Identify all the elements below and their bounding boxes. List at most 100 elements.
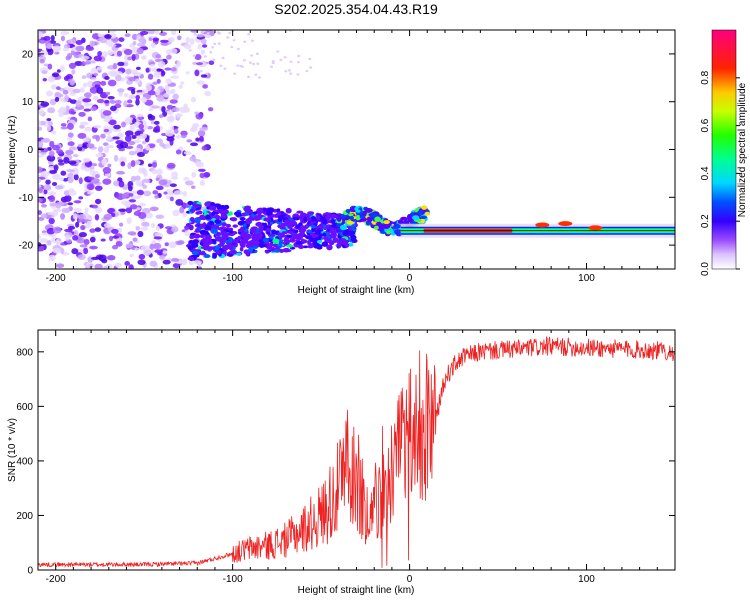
noise-blob [113, 70, 123, 75]
noise-blob [156, 68, 162, 72]
band-blob [187, 200, 194, 205]
noise-blob [107, 96, 115, 100]
noise-blob [103, 146, 110, 153]
noise-blob [86, 103, 94, 107]
noise-blob [53, 164, 59, 171]
noise-blob [172, 209, 180, 217]
noise-blob [134, 78, 141, 84]
noise-blob [38, 210, 42, 215]
noise-blob [166, 162, 176, 169]
noise-blob [131, 33, 138, 41]
band-blob [264, 217, 270, 221]
band-blob [316, 214, 321, 221]
noise-blob [38, 246, 43, 252]
noise-blob [79, 87, 85, 93]
noise-blob [191, 185, 196, 189]
band-blob [417, 210, 424, 215]
band-blob [307, 211, 315, 215]
band-blob [189, 234, 195, 239]
noise-blob [153, 242, 162, 250]
band-blob [355, 214, 361, 221]
noise-blob [83, 238, 90, 246]
noise-blob [170, 258, 180, 262]
noise-blob [67, 225, 76, 230]
spec-x-tick-label: 0 [407, 273, 413, 284]
noise-blob [230, 45, 234, 49]
band-blob [316, 239, 323, 244]
noise-blob [43, 35, 51, 41]
band-blob [192, 239, 199, 245]
band-blob [278, 242, 283, 249]
noise-blob [159, 31, 168, 36]
noise-blob [208, 60, 215, 66]
noise-blob [69, 79, 76, 86]
band-blob [215, 250, 222, 255]
band-blob [265, 228, 272, 232]
band-blob [314, 236, 322, 241]
band-blob [216, 245, 221, 249]
band-blob [296, 210, 304, 214]
band-blob [265, 250, 270, 254]
noise-blob [68, 172, 74, 178]
spectrogram-x-label: Height of straight line (km) [298, 285, 415, 296]
band-blob [206, 239, 213, 245]
noise-blob [154, 30, 159, 35]
band-blob [195, 211, 201, 215]
band-blob [300, 230, 305, 237]
noise-blob [174, 128, 179, 134]
noise-blob [240, 65, 244, 68]
band-blob [212, 253, 217, 259]
noise-blob [164, 84, 170, 92]
noise-blob [65, 234, 70, 241]
band-blob [258, 242, 265, 248]
noise-blob [233, 72, 237, 75]
noise-blob [190, 96, 197, 103]
band-blob [190, 217, 195, 222]
noise-blob [170, 75, 180, 79]
noise-blob [142, 184, 148, 189]
noise-blob [151, 162, 158, 168]
noise-blob [78, 218, 86, 223]
noise-blob [125, 206, 133, 214]
noise-blob [60, 65, 65, 72]
noise-blob [50, 35, 55, 41]
noise-blob [125, 243, 134, 249]
noise-blob [107, 49, 113, 56]
noise-blob [136, 92, 145, 96]
noise-blob [56, 149, 64, 155]
noise-blob [136, 152, 145, 158]
noise-blob [56, 69, 61, 73]
noise-blob [91, 204, 99, 209]
band-blob [226, 233, 231, 236]
snr-x-tick-label: 0 [407, 574, 413, 585]
noise-blob [63, 44, 71, 49]
noise-blob [196, 33, 205, 38]
band-blob [195, 204, 202, 208]
spectrogram-marks [38, 30, 675, 269]
noise-blob [40, 203, 47, 208]
band-blob [235, 252, 242, 256]
noise-blob [120, 161, 126, 167]
noise-blob [247, 75, 251, 79]
noise-blob [199, 69, 203, 73]
band-blob [216, 205, 222, 210]
noise-blob [48, 150, 55, 157]
noise-blob [65, 105, 70, 112]
noise-blob [116, 171, 125, 175]
band-blob [233, 211, 242, 216]
noise-blob [88, 184, 94, 191]
noise-blob [136, 47, 144, 55]
snr-plot-area [38, 330, 675, 570]
band-blob [348, 213, 354, 217]
noise-blob [124, 116, 134, 124]
noise-blob [56, 263, 65, 269]
band-blob [245, 218, 252, 225]
band-blob [241, 212, 247, 217]
noise-blob [52, 144, 60, 151]
band-blob [302, 245, 309, 249]
noise-blob [128, 150, 137, 156]
band-blob [382, 223, 391, 229]
band-blob [199, 234, 206, 238]
noise-blob [75, 45, 85, 52]
noise-blob [94, 214, 100, 221]
